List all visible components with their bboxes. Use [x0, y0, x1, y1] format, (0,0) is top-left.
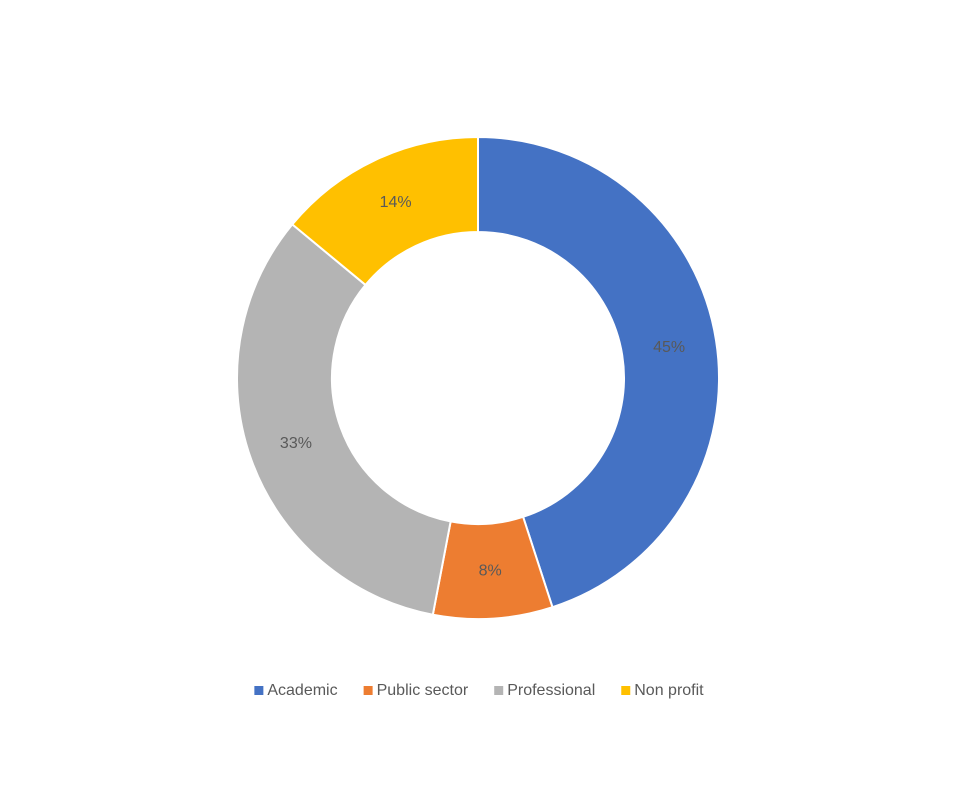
- legend-marker: [621, 686, 631, 695]
- data-label: 45%: [653, 339, 685, 356]
- donut-slice: [477, 135, 720, 609]
- legend-marker: [254, 686, 264, 695]
- legend-label: Public sector: [377, 682, 469, 699]
- legend-label: Professional: [507, 682, 595, 699]
- data-label: 14%: [380, 194, 412, 211]
- donut-slice: [236, 222, 452, 616]
- legend-label: Non profit: [634, 682, 704, 699]
- donut-slice: [290, 135, 479, 287]
- legend-marker: [494, 686, 504, 695]
- legend-label: Academic: [267, 682, 337, 699]
- legend-marker: [363, 686, 373, 695]
- data-label: 8%: [479, 562, 502, 579]
- data-label: 33%: [280, 435, 312, 452]
